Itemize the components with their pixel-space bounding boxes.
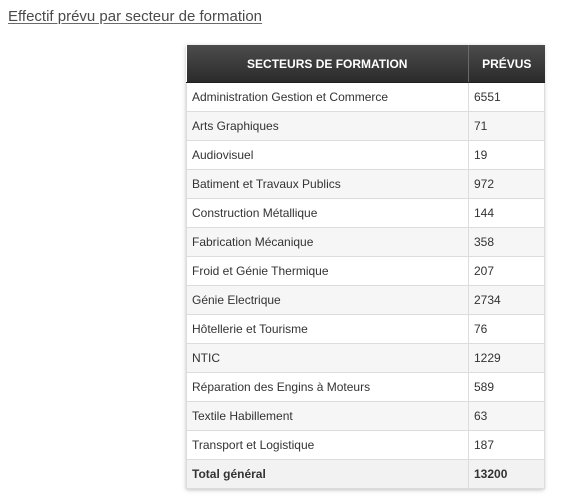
table-row: Construction Métallique 144 [186,198,545,228]
value-cell: 76 [468,314,545,344]
value-cell: 63 [468,401,545,431]
sector-cell: Hôtellerie et Tourisme [186,314,469,344]
column-header-sector: SECTEURS DE FORMATION [186,45,469,83]
value-cell: 2734 [468,285,545,315]
sector-cell: Fabrication Mécanique [186,227,469,257]
value-cell: 6551 [468,82,545,112]
column-header-planned: PRÉVUS [468,45,545,83]
sector-cell: Construction Métallique [186,198,469,228]
table-row: Froid et Génie Thermique 207 [186,256,545,286]
sector-cell: Textile Habillement [186,401,469,431]
sector-table-container: SECTEURS DE FORMATION PRÉVUS Administrat… [186,45,545,489]
page-title[interactable]: Effectif prévu par secteur de formation [8,8,263,25]
value-cell: 207 [468,256,545,286]
sector-cell: NTIC [186,343,469,373]
table-row: Réparation des Engins à Moteurs 589 [186,372,545,402]
value-cell: 187 [468,430,545,460]
table-row: Textile Habillement 63 [186,401,545,431]
table-row: Arts Graphiques 71 [186,111,545,141]
table-row: Hôtellerie et Tourisme 76 [186,314,545,344]
value-cell: 972 [468,169,545,199]
table-header-row: SECTEURS DE FORMATION PRÉVUS [186,45,545,83]
total-row: Total général 13200 [186,459,545,489]
table-row: Batiment et Travaux Publics 972 [186,169,545,199]
value-cell: 1229 [468,343,545,373]
sector-cell: Batiment et Travaux Publics [186,169,469,199]
sector-cell: Réparation des Engins à Moteurs [186,372,469,402]
sector-cell: Génie Electrique [186,285,469,315]
sector-cell: Administration Gestion et Commerce [186,82,469,112]
sector-cell: Audiovisuel [186,140,469,170]
table-row: Fabrication Mécanique 358 [186,227,545,257]
value-cell: 358 [468,227,545,257]
table-row: Transport et Logistique 187 [186,430,545,460]
value-cell: 71 [468,111,545,141]
table-row: NTIC 1229 [186,343,545,373]
sector-cell: Transport et Logistique [186,430,469,460]
table-row: Administration Gestion et Commerce 6551 [186,82,545,112]
value-cell: 589 [468,372,545,402]
total-value: 13200 [468,459,545,489]
table-row: Audiovisuel 19 [186,140,545,170]
sector-cell: Arts Graphiques [186,111,469,141]
table-body: Administration Gestion et Commerce 6551 … [186,82,545,489]
total-label: Total général [186,459,469,489]
sector-cell: Froid et Génie Thermique [186,256,469,286]
table-row: Génie Electrique 2734 [186,285,545,315]
sector-table: SECTEURS DE FORMATION PRÉVUS Administrat… [186,45,545,489]
value-cell: 144 [468,198,545,228]
value-cell: 19 [468,140,545,170]
